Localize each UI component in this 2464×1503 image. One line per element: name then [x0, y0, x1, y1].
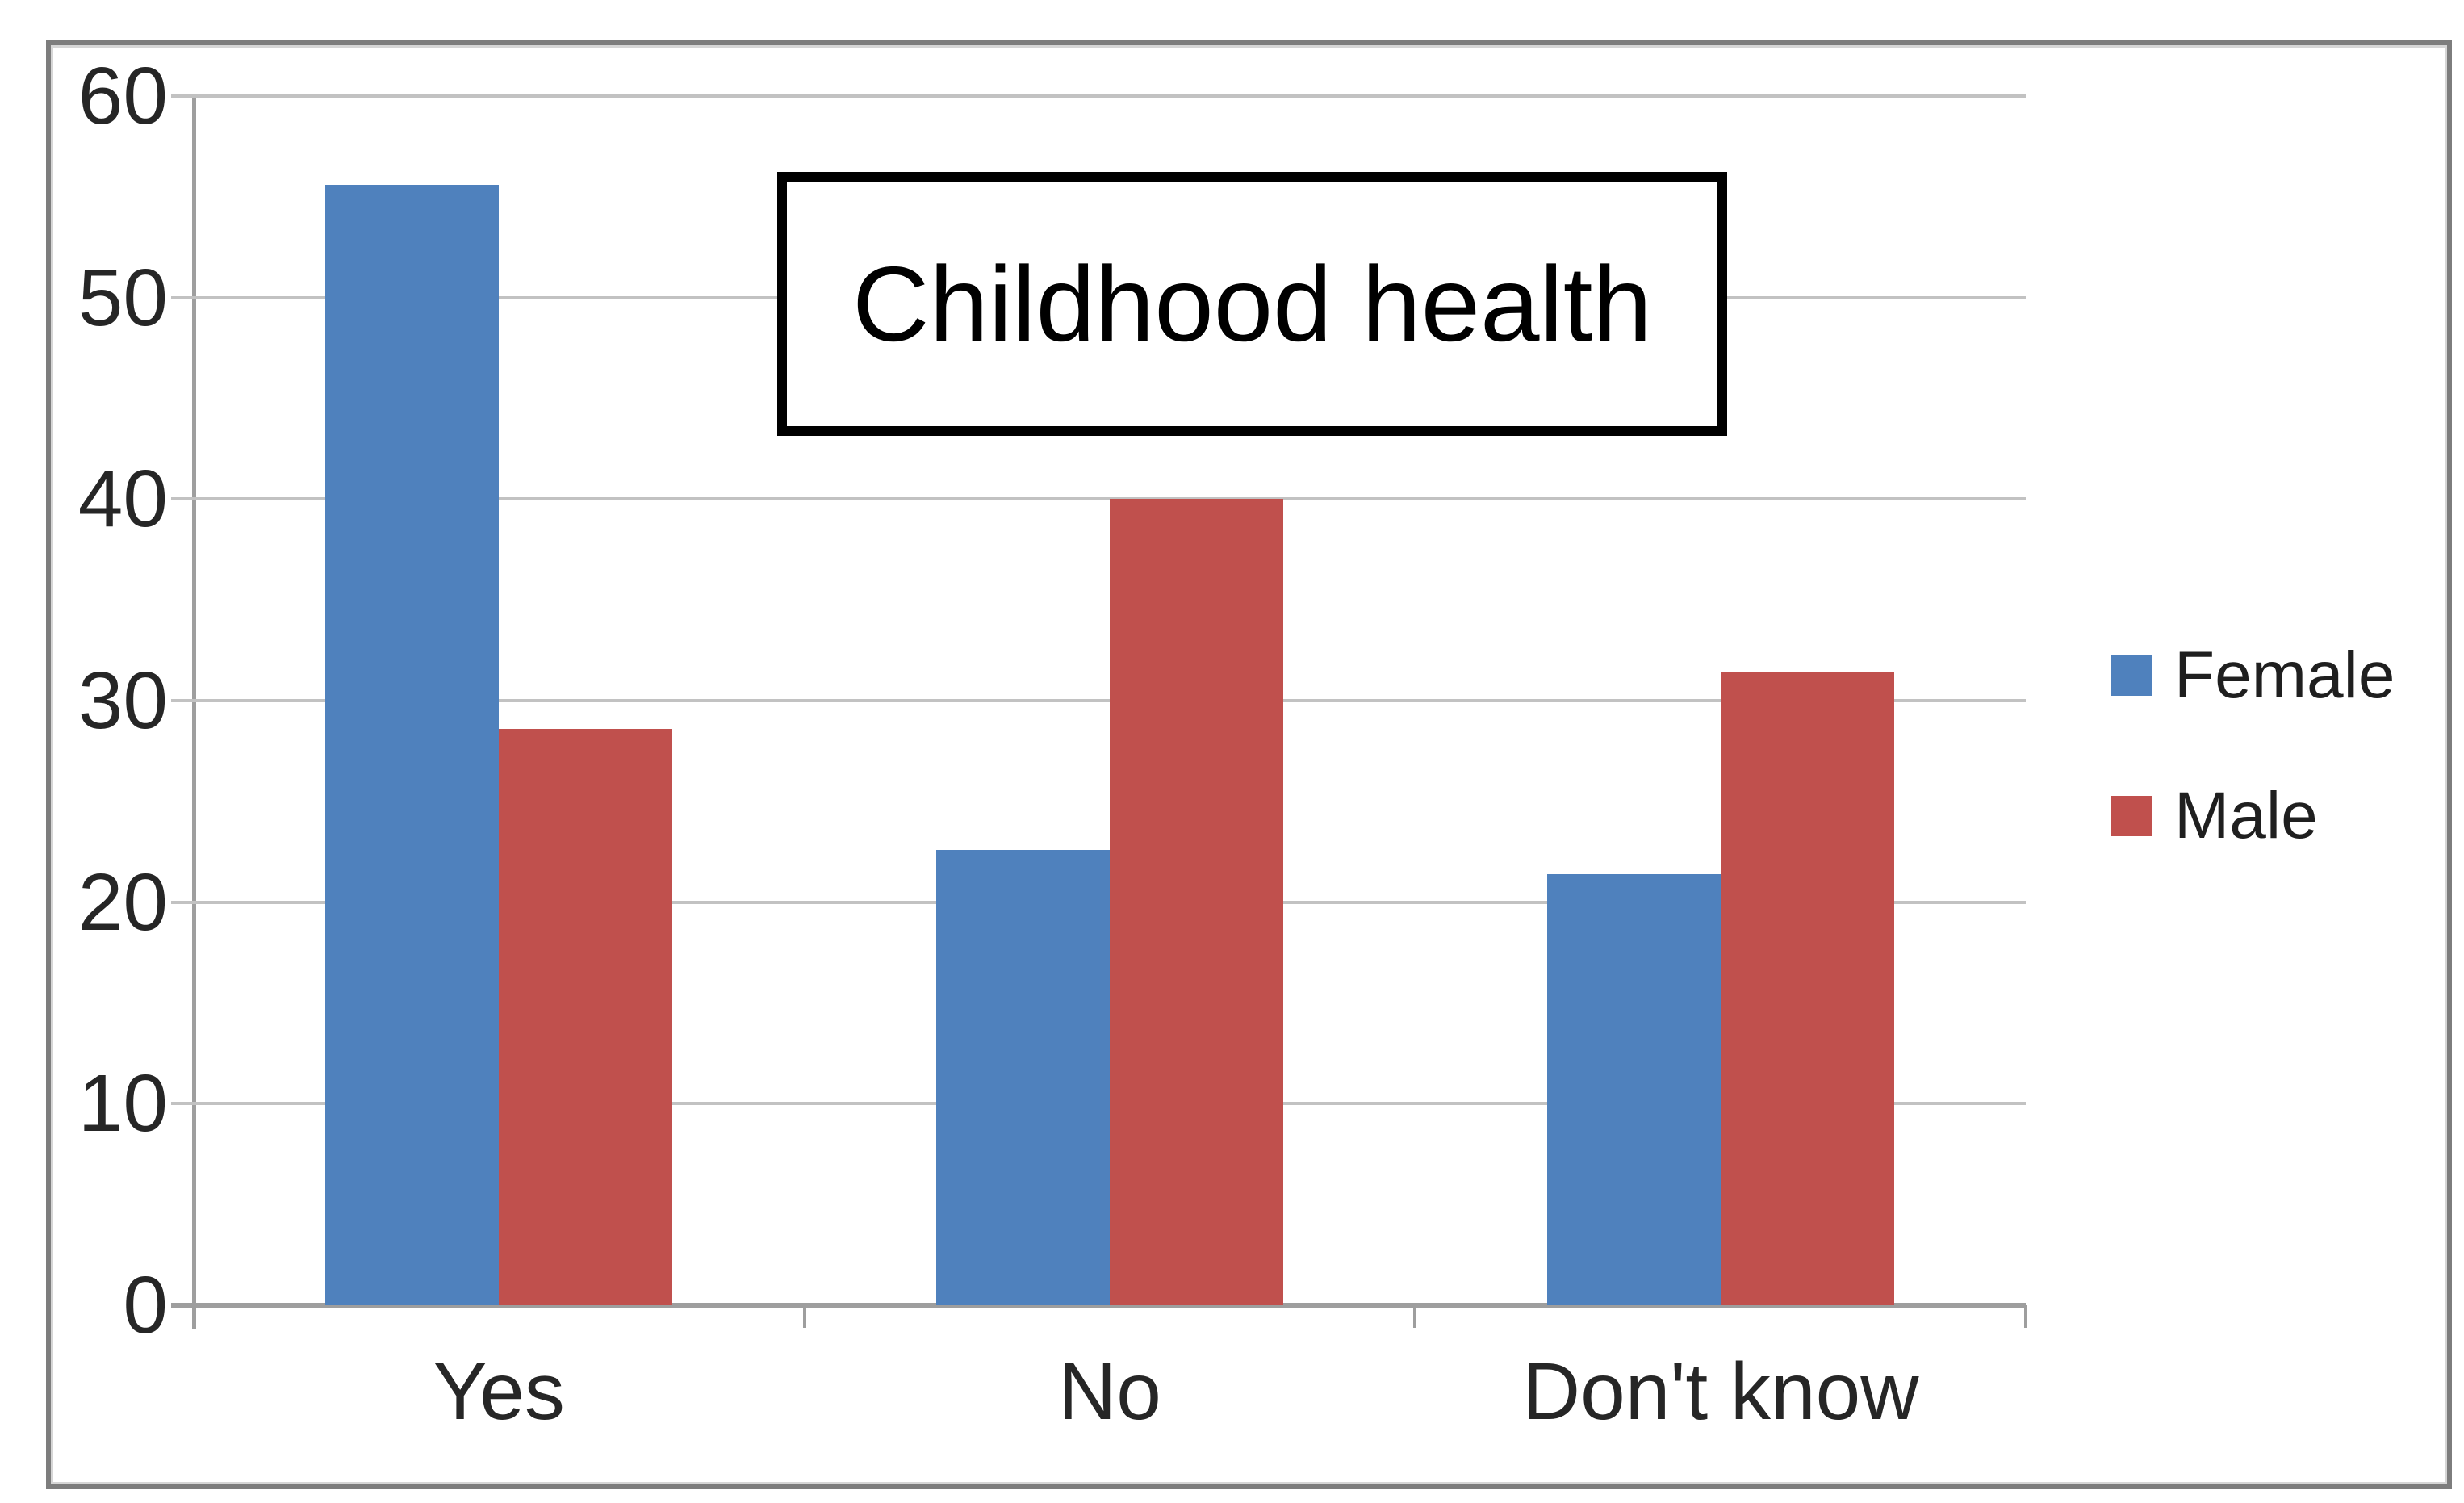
- gridline-60: [171, 94, 2026, 98]
- legend-label-male: Male: [2174, 779, 2318, 852]
- y-tick-label-60: 60: [77, 51, 168, 141]
- x-axis-label-yes: Yes: [433, 1346, 565, 1437]
- chart-title-box: Childhood health: [777, 172, 1727, 436]
- legend-label-female: Female: [2174, 638, 2395, 712]
- bar-male-don-t-know: [1720, 672, 1894, 1305]
- y-tick-label-40: 40: [77, 454, 168, 545]
- y-tick-label-0: 0: [123, 1260, 168, 1350]
- bar-group-don-t-know: [1415, 96, 2026, 1305]
- y-tick-label-50: 50: [77, 252, 168, 343]
- legend: Female Male: [2111, 643, 2395, 849]
- gridline-40: [171, 497, 2026, 501]
- bar-group-no: [805, 96, 1416, 1305]
- y-axis-line: [192, 96, 196, 1329]
- x-axis-label-no: No: [1058, 1346, 1161, 1437]
- x-axis-tick-2: [1413, 1305, 1417, 1328]
- bar-female-yes: [325, 184, 500, 1305]
- chart-title: Childhood health: [852, 245, 1652, 363]
- bar-male-no: [1109, 499, 1283, 1305]
- x-axis-label-don-t-know: Don't know: [1521, 1346, 1919, 1437]
- y-tick-label-30: 30: [77, 655, 168, 746]
- x-axis-tick-0: [192, 1305, 195, 1328]
- legend-item-male: Male: [2111, 783, 2395, 849]
- gridline-0: [171, 1303, 2026, 1308]
- bar-group-yes: [194, 96, 805, 1305]
- gridline-30: [171, 699, 2026, 702]
- x-axis-tick-3: [2024, 1305, 2027, 1328]
- legend-item-female: Female: [2111, 643, 2395, 709]
- legend-swatch-male: [2111, 796, 2152, 836]
- x-axis-tick-1: [802, 1305, 806, 1328]
- plot-area: Yes No Don't know: [171, 94, 2027, 1436]
- y-tick-label-20: 20: [77, 856, 168, 948]
- y-tick-label-10: 10: [77, 1058, 168, 1149]
- bar-female-don-t-know: [1546, 873, 1721, 1305]
- bar-male-yes: [499, 728, 673, 1305]
- legend-swatch-female: [2111, 655, 2152, 696]
- bar-female-no: [935, 849, 1110, 1305]
